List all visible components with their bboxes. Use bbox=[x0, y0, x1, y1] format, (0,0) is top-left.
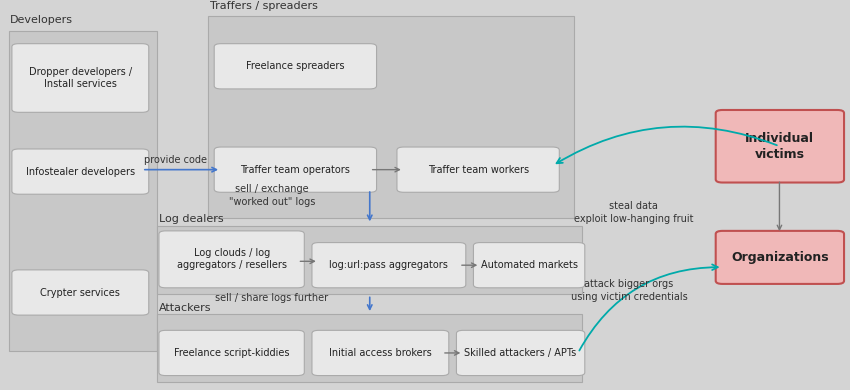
Text: Traffers / spreaders: Traffers / spreaders bbox=[210, 1, 318, 11]
FancyBboxPatch shape bbox=[8, 31, 157, 351]
Text: Initial access brokers: Initial access brokers bbox=[329, 348, 432, 358]
FancyBboxPatch shape bbox=[208, 16, 574, 218]
FancyBboxPatch shape bbox=[473, 243, 585, 288]
Text: Dropper developers /
Install services: Dropper developers / Install services bbox=[29, 67, 132, 89]
Text: Attackers: Attackers bbox=[159, 303, 212, 313]
FancyBboxPatch shape bbox=[397, 147, 559, 192]
FancyBboxPatch shape bbox=[716, 110, 844, 183]
Text: Individual
victims: Individual victims bbox=[745, 132, 814, 161]
FancyBboxPatch shape bbox=[214, 44, 377, 89]
Text: Traffer team operators: Traffer team operators bbox=[241, 165, 350, 175]
FancyBboxPatch shape bbox=[312, 330, 449, 376]
Text: log:url:pass aggregators: log:url:pass aggregators bbox=[330, 260, 448, 270]
FancyBboxPatch shape bbox=[312, 243, 466, 288]
FancyBboxPatch shape bbox=[716, 231, 844, 284]
Text: Organizations: Organizations bbox=[731, 251, 829, 264]
Text: Log clouds / log
aggregators / resellers: Log clouds / log aggregators / resellers bbox=[177, 248, 286, 270]
Text: Log dealers: Log dealers bbox=[159, 214, 224, 224]
Text: Developers: Developers bbox=[10, 15, 73, 25]
FancyBboxPatch shape bbox=[214, 147, 377, 192]
Text: provide code: provide code bbox=[144, 154, 207, 165]
Text: Automated markets: Automated markets bbox=[480, 260, 578, 270]
FancyBboxPatch shape bbox=[456, 330, 585, 376]
Text: steal data
exploit low-hanging fruit: steal data exploit low-hanging fruit bbox=[574, 201, 693, 224]
FancyBboxPatch shape bbox=[159, 231, 304, 288]
FancyBboxPatch shape bbox=[157, 226, 582, 294]
FancyBboxPatch shape bbox=[12, 149, 149, 194]
Text: Crypter services: Crypter services bbox=[41, 287, 120, 298]
FancyBboxPatch shape bbox=[157, 314, 582, 382]
Text: sell / share logs further: sell / share logs further bbox=[215, 292, 329, 303]
FancyBboxPatch shape bbox=[159, 330, 304, 376]
Text: sell / exchange
"worked out" logs: sell / exchange "worked out" logs bbox=[229, 184, 315, 207]
FancyBboxPatch shape bbox=[12, 270, 149, 315]
Text: Freelance spreaders: Freelance spreaders bbox=[246, 61, 344, 71]
Text: Freelance script-kiddies: Freelance script-kiddies bbox=[174, 348, 289, 358]
FancyBboxPatch shape bbox=[12, 44, 149, 112]
Text: attack bigger orgs
using victim credentials: attack bigger orgs using victim credenti… bbox=[570, 279, 688, 302]
Text: Infostealer developers: Infostealer developers bbox=[26, 167, 135, 177]
Text: Skilled attackers / APTs: Skilled attackers / APTs bbox=[464, 348, 577, 358]
Text: Traffer team workers: Traffer team workers bbox=[428, 165, 529, 175]
